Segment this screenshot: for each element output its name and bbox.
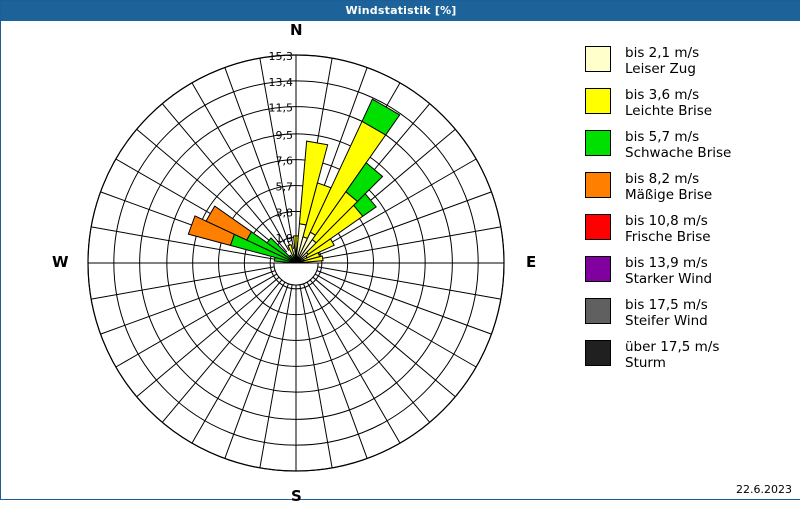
window-title-bar: Windstatistik [%] [1, 1, 800, 21]
legend-speed-label: bis 5,7 m/s [625, 129, 731, 145]
grid-spoke [310, 265, 501, 299]
legend-color-swatch [585, 340, 611, 366]
legend-name-label: Starker Wind [625, 271, 712, 287]
grid-spoke [137, 272, 285, 397]
legend-name-label: Steifer Wind [625, 313, 708, 329]
legend-color-swatch [585, 172, 611, 198]
grid-spoke [101, 268, 283, 334]
legend-name-label: Schwache Brise [625, 145, 731, 161]
radial-tick-label: 7,6 [276, 155, 294, 168]
legend-color-swatch [585, 214, 611, 240]
legend-name-label: Leichte Brise [625, 103, 712, 119]
legend-speed-label: bis 13,9 m/s [625, 255, 712, 271]
grid-spoke [309, 268, 491, 334]
page-title: Windstatistik [%] [345, 4, 456, 17]
radial-tick-label: 3,8 [276, 206, 294, 219]
wind-rose-petals [188, 99, 399, 264]
radial-tick-label: 1,9 [276, 232, 294, 245]
legend-name-label: Leiser Zug [625, 61, 699, 77]
legend-color-swatch [585, 298, 611, 324]
grid-spoke [162, 274, 287, 422]
legend-color-swatch [585, 256, 611, 282]
legend-name-label: Mäßige Brise [625, 187, 712, 203]
date-stamp: 22.6.2023 [736, 483, 792, 496]
grid-spoke [225, 276, 291, 458]
legend-color-swatch [585, 130, 611, 156]
radial-tick-label: 11,5 [269, 102, 294, 115]
legend-color-swatch [585, 88, 611, 114]
grid-spoke [307, 272, 455, 397]
radial-tick-label: 15,3 [269, 50, 294, 63]
radial-tick-labels: 1,9 3,8 5,7 7,6 9,5 11,5 13,4 15,3 [269, 50, 294, 245]
compass-label-west: W [52, 253, 69, 271]
legend-speed-label: bis 2,1 m/s [625, 45, 699, 61]
legend-speed-label: bis 3,6 m/s [625, 87, 712, 103]
grid-spoke [298, 277, 332, 468]
grid-spoke [301, 276, 367, 458]
legend-name-label: Frische Brise [625, 229, 711, 245]
legend-speed-label: bis 17,5 m/s [625, 297, 708, 313]
compass-label-south: S [291, 487, 302, 505]
radial-tick-label: 9,5 [276, 129, 294, 142]
compass-label-north: N [290, 21, 303, 39]
wind-rose-plot: 1,9 3,8 5,7 7,6 9,5 11,5 13,4 15,3 [2, 21, 562, 491]
radial-tick-label: 13,4 [269, 76, 294, 89]
grid-spoke [91, 265, 282, 299]
radial-tick-label: 5,7 [276, 181, 294, 194]
compass-label-east: E [526, 253, 536, 271]
grid-spoke [260, 277, 294, 468]
legend-speed-label: bis 10,8 m/s [625, 213, 711, 229]
legend-color-swatch [585, 46, 611, 72]
grid-spoke [305, 274, 430, 422]
legend-name-label: Sturm [625, 355, 719, 371]
legend-speed-label: über 17,5 m/s [625, 339, 719, 355]
legend-speed-label: bis 8,2 m/s [625, 171, 712, 187]
